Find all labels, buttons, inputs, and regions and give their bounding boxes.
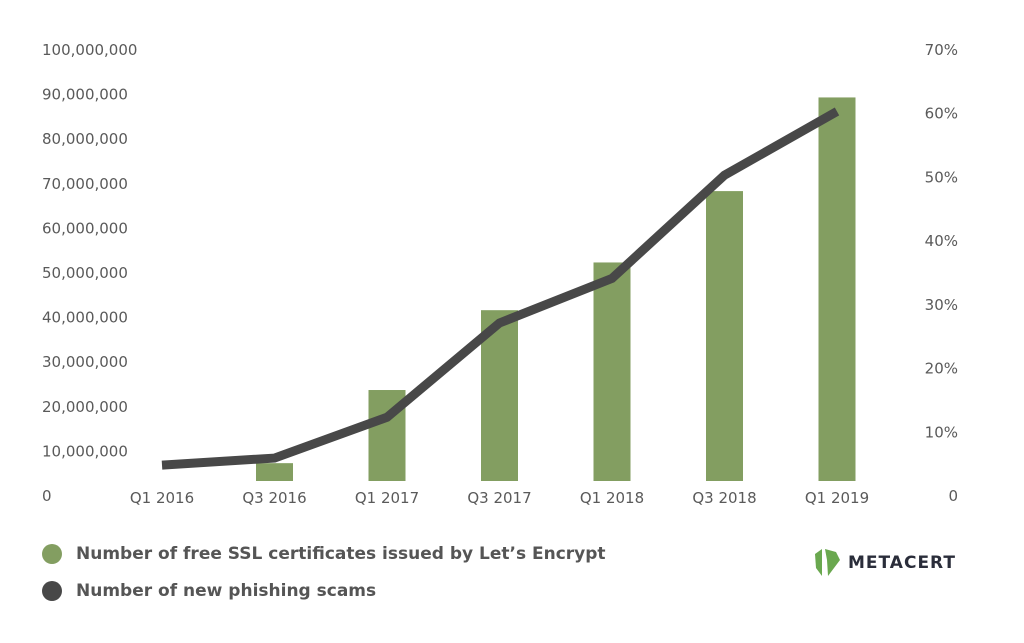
- left-tick-label: 60,000,000: [42, 219, 128, 237]
- legend-item-phishing: Number of new phishing scams: [42, 581, 376, 601]
- left-tick-label: 70,000,000: [42, 175, 128, 193]
- right-tick-label: 10%: [925, 423, 958, 441]
- metacert-logo-icon: [815, 549, 840, 576]
- left-tick-label: 80,000,000: [42, 130, 128, 148]
- x-tick-label: Q1 2019: [805, 489, 869, 507]
- legend-label: Number of free SSL certificates issued b…: [76, 544, 606, 564]
- x-tick-label: Q1 2018: [580, 489, 644, 507]
- metacert-logo: METACERT: [812, 546, 956, 580]
- bar: [593, 262, 631, 481]
- left-tick-label: 40,000,000: [42, 309, 128, 327]
- left-tick-label: 50,000,000: [42, 264, 128, 282]
- legend-label: Number of new phishing scams: [76, 581, 377, 601]
- left-tick-label: 90,000,000: [42, 86, 128, 104]
- x-tick-label: Q3 2016: [242, 489, 306, 507]
- left-tick-label: 10,000,000: [42, 442, 128, 460]
- left-tick-label: 20,000,000: [42, 398, 128, 416]
- right-tick-label: 50%: [925, 168, 958, 186]
- left-tick-label: 100,000,000: [42, 41, 137, 59]
- left-tick-label: 30,000,000: [42, 353, 128, 371]
- bar: [706, 191, 743, 481]
- left-tick-label: 0: [42, 487, 52, 505]
- right-tick-label: 30%: [925, 296, 958, 314]
- legend-swatch-dark: [42, 581, 62, 601]
- legend-swatch-green: [42, 544, 62, 564]
- bar: [818, 97, 856, 481]
- x-tick-label: Q3 2018: [692, 489, 756, 507]
- right-tick-label: 70%: [925, 41, 958, 59]
- right-tick-label: 0: [948, 487, 958, 505]
- legend-item-ssl: Number of free SSL certificates issued b…: [42, 544, 606, 564]
- right-tick-label: 40%: [925, 232, 958, 250]
- logo-text: METACERT: [848, 553, 956, 573]
- right-tick-label: 20%: [925, 360, 958, 378]
- x-tick-label: Q3 2017: [467, 489, 531, 507]
- right-tick-label: 60%: [925, 105, 958, 123]
- x-tick-label: Q1 2017: [355, 489, 419, 507]
- x-tick-label: Q1 2016: [130, 489, 194, 507]
- bar: [256, 463, 293, 481]
- chart: 0 10,000,000 20,000,000 30,000,000 40,000,00…: [42, 41, 958, 507]
